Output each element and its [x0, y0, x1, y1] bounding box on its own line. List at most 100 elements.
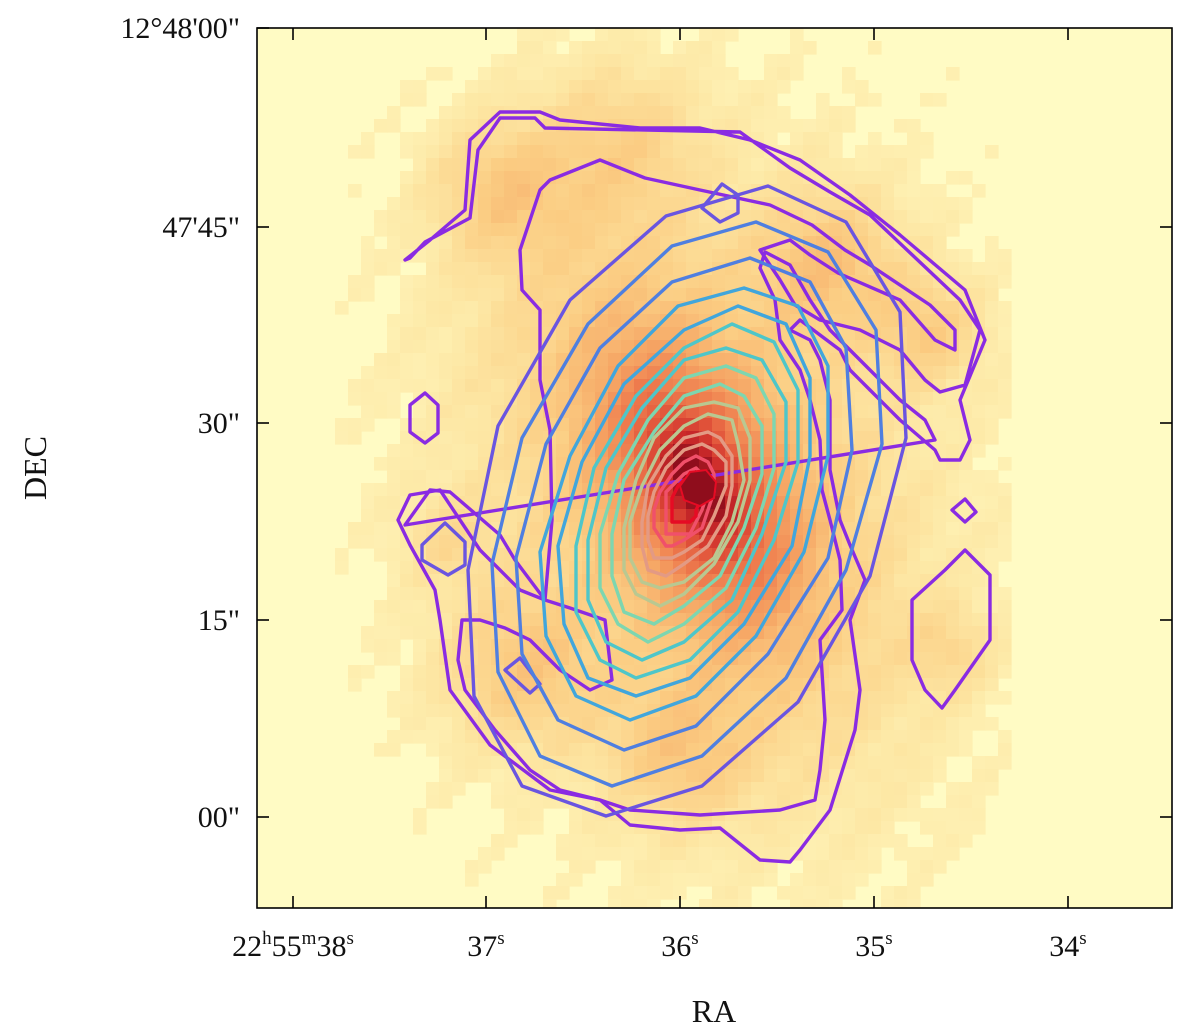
image-pixel [712, 860, 726, 874]
image-pixel [790, 119, 804, 133]
image-pixel [764, 730, 778, 744]
image-pixel [699, 106, 713, 120]
image-pixel [920, 717, 934, 731]
image-pixel [517, 691, 531, 705]
image-pixel [530, 444, 544, 458]
image-pixel [816, 132, 830, 146]
image-pixel [699, 899, 713, 908]
image-pixel [712, 574, 726, 588]
image-pixel [907, 769, 921, 783]
image-pixel [439, 301, 453, 315]
image-pixel [582, 392, 596, 406]
image-pixel [998, 301, 1012, 315]
image-pixel [933, 821, 947, 835]
image-pixel [881, 561, 895, 575]
image-pixel [361, 483, 375, 497]
image-pixel [855, 626, 869, 640]
image-pixel [608, 756, 622, 770]
image-pixel [491, 158, 505, 172]
image-pixel [998, 405, 1012, 419]
image-pixel [829, 366, 843, 380]
image-pixel [894, 509, 908, 523]
image-pixel [881, 756, 895, 770]
image-pixel [374, 457, 388, 471]
image-pixel [881, 366, 895, 380]
contour-core-level-14 [646, 442, 728, 560]
image-pixel [582, 301, 596, 315]
image-pixel [634, 899, 648, 908]
image-pixel [478, 340, 492, 354]
image-pixel [478, 145, 492, 159]
image-pixel [842, 67, 856, 81]
image-pixel [426, 145, 440, 159]
image-pixel [998, 314, 1012, 328]
plot-frame [256, 27, 1173, 909]
image-pixel [829, 756, 843, 770]
image-pixel [569, 626, 583, 640]
image-pixel [894, 548, 908, 562]
image-pixel [998, 275, 1012, 289]
image-pixel [647, 93, 661, 107]
image-pixel [634, 197, 648, 211]
image-pixel [985, 366, 999, 380]
image-pixel [725, 392, 739, 406]
image-pixel [465, 340, 479, 354]
image-pixel [621, 886, 635, 900]
image-pixel [881, 262, 895, 276]
plot-area [256, 27, 1173, 909]
image-pixel [400, 483, 414, 497]
image-pixel [725, 782, 739, 796]
image-pixel [920, 457, 934, 471]
image-pixel [907, 808, 921, 822]
image-pixel [647, 587, 661, 601]
image-pixel [426, 340, 440, 354]
image-pixel [400, 613, 414, 627]
image-pixel [413, 340, 427, 354]
image-pixel [543, 249, 557, 263]
image-pixel [504, 80, 518, 94]
image-pixel [452, 782, 466, 796]
image-pixel [608, 171, 622, 185]
image-pixel [855, 639, 869, 653]
image-pixel [790, 587, 804, 601]
image-pixel [920, 184, 934, 198]
image-pixel [374, 600, 388, 614]
image-pixel [647, 717, 661, 731]
image-pixel [465, 418, 479, 432]
image-pixel [530, 93, 544, 107]
image-pixel [829, 288, 843, 302]
image-pixel [530, 392, 544, 406]
x-tick-marks [292, 28, 1069, 908]
image-pixel [439, 457, 453, 471]
image-pixel [998, 457, 1012, 471]
image-pixel [972, 288, 986, 302]
image-pixel [517, 119, 531, 133]
image-pixel [673, 223, 687, 237]
image-pixel [647, 886, 661, 900]
image-pixel [868, 509, 882, 523]
image-pixel [621, 834, 635, 848]
image-pixel [803, 613, 817, 627]
image-pixel [738, 210, 752, 224]
image-pixel [933, 327, 947, 341]
image-pixel [387, 743, 401, 757]
image-pixel [920, 743, 934, 757]
y-tick-label: 30" [198, 407, 240, 440]
image-pixel [543, 314, 557, 328]
image-pixel [348, 522, 362, 536]
image-pixel [452, 106, 466, 120]
image-pixel [842, 119, 856, 133]
image-pixel [907, 379, 921, 393]
image-pixel [907, 886, 921, 900]
image-pixel [686, 730, 700, 744]
image-pixel [647, 340, 661, 354]
image-pixel [517, 548, 531, 562]
image-pixel [426, 613, 440, 627]
image-pixel [959, 197, 973, 211]
image-pixel [439, 132, 453, 146]
image-pixel [452, 158, 466, 172]
image-pixel [686, 288, 700, 302]
image-pixel [673, 795, 687, 809]
image-pixel [712, 249, 726, 263]
image-pixel [569, 418, 583, 432]
